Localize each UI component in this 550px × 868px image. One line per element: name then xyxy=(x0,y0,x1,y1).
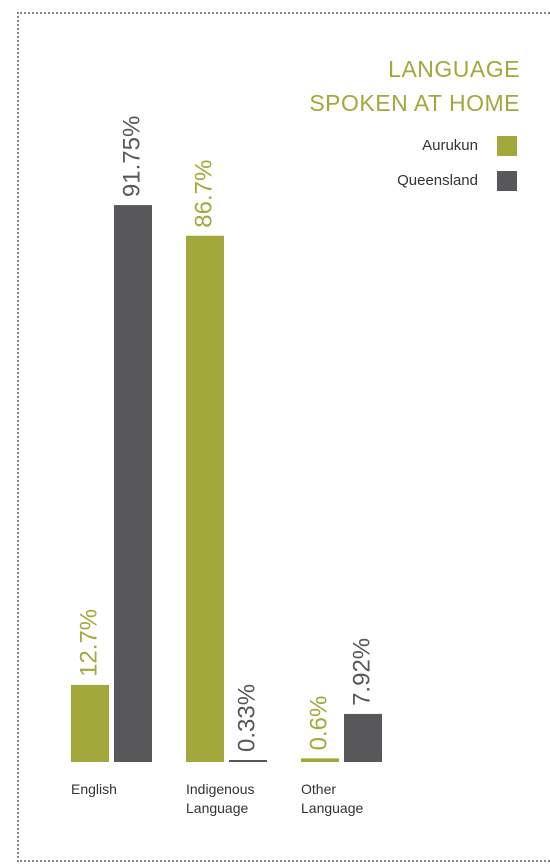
legend-swatch xyxy=(497,136,517,156)
x-tick-label: Other Language xyxy=(301,781,364,816)
value-label: 0.33% xyxy=(233,684,260,752)
bar xyxy=(71,684,109,762)
x-tick-label: English xyxy=(71,781,117,797)
value-label: 7.92% xyxy=(348,638,375,706)
value-label: 12.7% xyxy=(75,609,102,677)
value-label: 0.6% xyxy=(305,696,332,751)
legend-label: Queensland xyxy=(397,172,478,189)
x-tick-label: Indigenous Language xyxy=(186,781,255,816)
legend-label: Aurukun xyxy=(422,137,478,154)
bar xyxy=(186,235,224,762)
bar xyxy=(114,205,152,762)
bar xyxy=(344,713,382,762)
bar xyxy=(229,759,267,762)
value-label: 91.75% xyxy=(118,116,145,197)
frame xyxy=(17,12,550,862)
bar xyxy=(301,758,339,762)
value-label: 86.7% xyxy=(190,160,217,228)
legend-swatch xyxy=(497,171,517,191)
chart-title: LANGUAGE SPOKEN AT HOME xyxy=(309,56,520,116)
